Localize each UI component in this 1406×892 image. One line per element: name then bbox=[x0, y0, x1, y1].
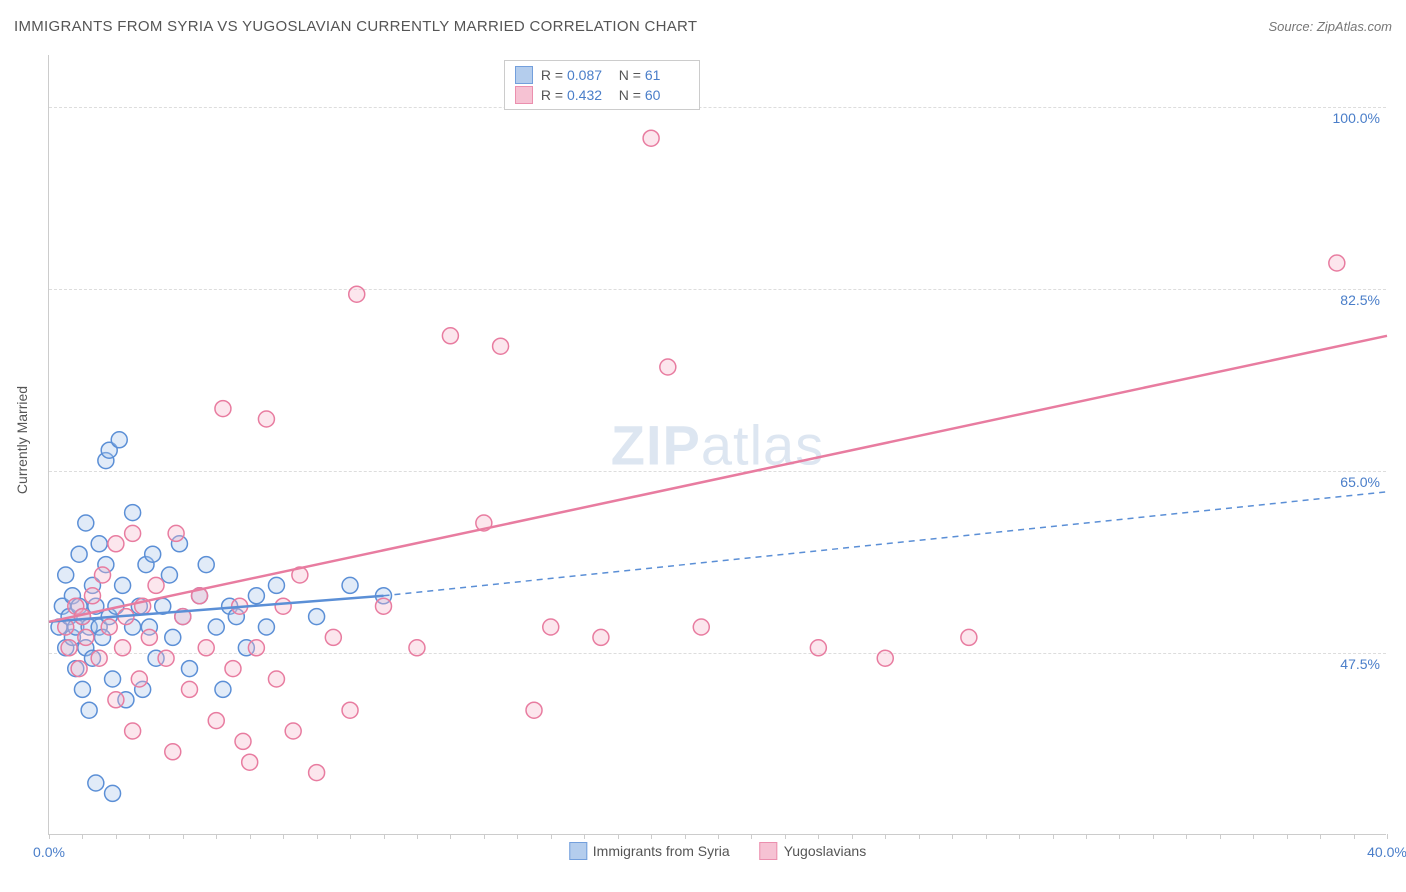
legend-stat-text: R = 0.432 N = 60 bbox=[541, 87, 689, 103]
point-yugoslavia bbox=[208, 713, 224, 729]
point-syria bbox=[258, 619, 274, 635]
point-yugoslavia bbox=[593, 629, 609, 645]
legend-row: R = 0.087 N = 61 bbox=[515, 65, 689, 85]
point-syria bbox=[165, 629, 181, 645]
legend-item: Immigrants from Syria bbox=[569, 842, 730, 860]
source-attribution: Source: ZipAtlas.com bbox=[1268, 19, 1392, 34]
point-yugoslavia bbox=[61, 640, 77, 656]
legend-series: Immigrants from Syria Yugoslavians bbox=[569, 842, 866, 860]
point-yugoslavia bbox=[1329, 255, 1345, 271]
point-syria bbox=[91, 536, 107, 552]
point-yugoslavia bbox=[101, 619, 117, 635]
point-syria bbox=[58, 567, 74, 583]
point-yugoslavia bbox=[961, 629, 977, 645]
point-yugoslavia bbox=[258, 411, 274, 427]
point-yugoslavia bbox=[309, 765, 325, 781]
point-syria bbox=[248, 588, 264, 604]
point-yugoslavia bbox=[409, 640, 425, 656]
point-syria bbox=[125, 505, 141, 521]
legend-swatch bbox=[515, 66, 533, 84]
point-yugoslavia bbox=[285, 723, 301, 739]
y-axis-label: Currently Married bbox=[14, 386, 30, 494]
point-yugoslavia bbox=[141, 629, 157, 645]
point-yugoslavia bbox=[115, 640, 131, 656]
legend-label: Yugoslavians bbox=[784, 843, 867, 859]
point-yugoslavia bbox=[108, 692, 124, 708]
point-yugoslavia bbox=[125, 723, 141, 739]
scatter-plot: ZIPatlas 47.5%65.0%82.5%100.0%0.0%40.0%R… bbox=[48, 55, 1386, 835]
legend-swatch bbox=[515, 86, 533, 104]
x-tick-label: 40.0% bbox=[1367, 844, 1406, 860]
point-syria bbox=[268, 577, 284, 593]
point-syria bbox=[181, 661, 197, 677]
point-yugoslavia bbox=[526, 702, 542, 718]
legend-stat-text: R = 0.087 N = 61 bbox=[541, 67, 689, 83]
point-yugoslavia bbox=[349, 286, 365, 302]
point-syria bbox=[105, 671, 121, 687]
point-yugoslavia bbox=[95, 567, 111, 583]
point-yugoslavia bbox=[543, 619, 559, 635]
legend-row: R = 0.432 N = 60 bbox=[515, 85, 689, 105]
x-minor-tick bbox=[1387, 834, 1388, 839]
point-syria bbox=[208, 619, 224, 635]
point-yugoslavia bbox=[215, 401, 231, 417]
point-syria bbox=[161, 567, 177, 583]
point-yugoslavia bbox=[810, 640, 826, 656]
point-syria bbox=[74, 681, 90, 697]
point-yugoslavia bbox=[325, 629, 341, 645]
point-syria bbox=[215, 681, 231, 697]
point-yugoslavia bbox=[125, 525, 141, 541]
point-yugoslavia bbox=[442, 328, 458, 344]
point-yugoslavia bbox=[71, 661, 87, 677]
legend-label: Immigrants from Syria bbox=[593, 843, 730, 859]
point-yugoslavia bbox=[248, 640, 264, 656]
point-yugoslavia bbox=[168, 525, 184, 541]
point-yugoslavia bbox=[660, 359, 676, 375]
point-yugoslavia bbox=[148, 577, 164, 593]
point-syria bbox=[88, 775, 104, 791]
point-yugoslavia bbox=[235, 733, 251, 749]
point-syria bbox=[111, 432, 127, 448]
point-syria bbox=[115, 577, 131, 593]
point-syria bbox=[78, 515, 94, 531]
point-syria bbox=[81, 702, 97, 718]
point-yugoslavia bbox=[225, 661, 241, 677]
point-yugoslavia bbox=[181, 681, 197, 697]
point-yugoslavia bbox=[877, 650, 893, 666]
point-syria bbox=[198, 557, 214, 573]
point-yugoslavia bbox=[242, 754, 258, 770]
point-yugoslavia bbox=[158, 650, 174, 666]
point-yugoslavia bbox=[198, 640, 214, 656]
legend-swatch bbox=[760, 842, 778, 860]
point-syria bbox=[309, 609, 325, 625]
plot-svg bbox=[49, 55, 1387, 835]
point-yugoslavia bbox=[342, 702, 358, 718]
point-yugoslavia bbox=[376, 598, 392, 614]
point-yugoslavia bbox=[275, 598, 291, 614]
x-tick-label: 0.0% bbox=[33, 844, 65, 860]
point-yugoslavia bbox=[268, 671, 284, 687]
regression-line bbox=[49, 336, 1387, 622]
legend-item: Yugoslavians bbox=[760, 842, 867, 860]
point-yugoslavia bbox=[84, 588, 100, 604]
point-yugoslavia bbox=[91, 650, 107, 666]
point-syria bbox=[105, 785, 121, 801]
point-yugoslavia bbox=[108, 536, 124, 552]
point-yugoslavia bbox=[131, 671, 147, 687]
regression-line-dashed bbox=[384, 492, 1388, 596]
point-yugoslavia bbox=[643, 130, 659, 146]
point-syria bbox=[71, 546, 87, 562]
point-yugoslavia bbox=[693, 619, 709, 635]
legend-swatch bbox=[569, 842, 587, 860]
point-yugoslavia bbox=[493, 338, 509, 354]
legend-correlation-box: R = 0.087 N = 61 R = 0.432 N = 60 bbox=[504, 60, 700, 110]
point-syria bbox=[145, 546, 161, 562]
point-yugoslavia bbox=[165, 744, 181, 760]
point-syria bbox=[342, 577, 358, 593]
point-yugoslavia bbox=[78, 629, 94, 645]
chart-title: IMMIGRANTS FROM SYRIA VS YUGOSLAVIAN CUR… bbox=[14, 18, 697, 35]
